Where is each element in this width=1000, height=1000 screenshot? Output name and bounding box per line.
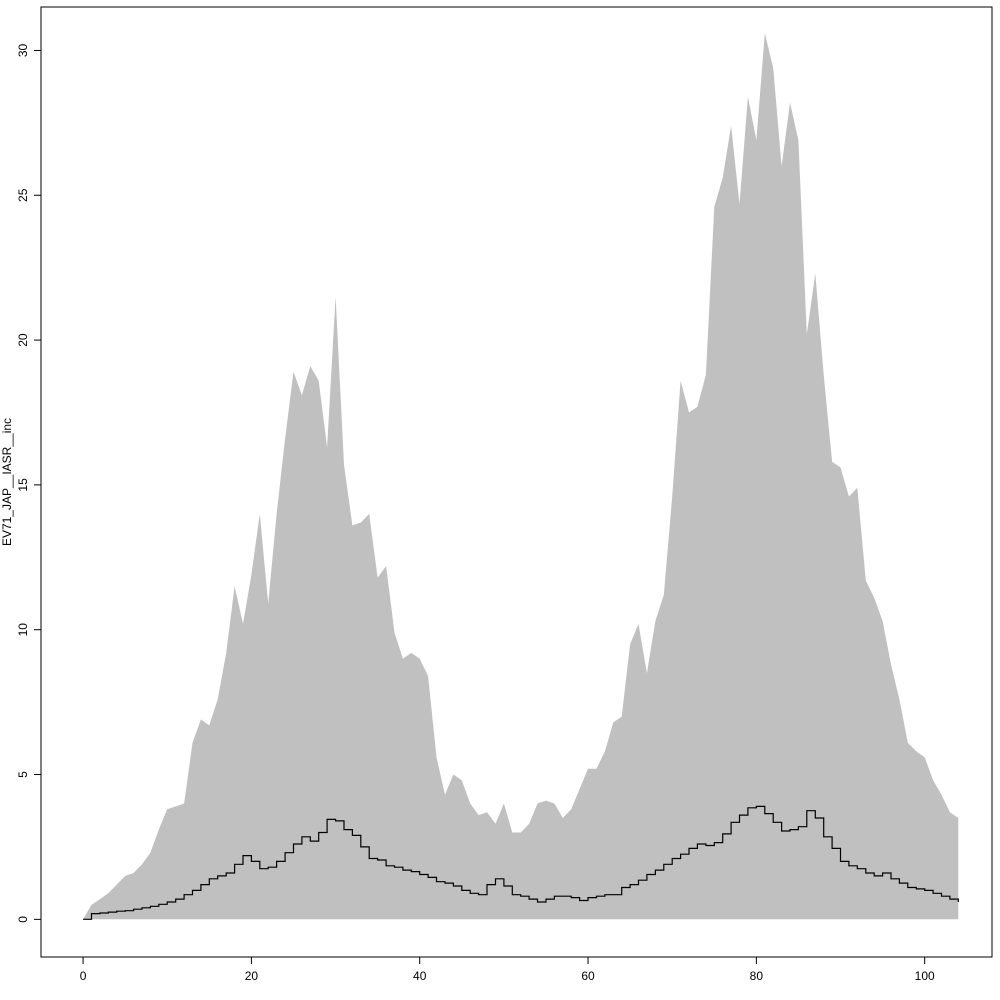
x-tick-label-40: 40 [413,969,427,983]
x-tick-label-80: 80 [750,969,764,983]
x-tick-label-20: 20 [245,969,259,983]
y-tick-label-20: 20 [16,333,30,347]
y-tick-label-0: 0 [16,916,30,923]
y-tick-label-15: 15 [16,478,30,492]
y-tick-label-10: 10 [16,623,30,637]
y-axis: 0 5 10 15 20 25 30 [16,43,42,923]
band-layer [83,33,959,920]
x-axis: 0 20 40 60 80 100 [80,956,935,983]
y-tick-label-5: 5 [16,771,30,778]
series-line-0 [83,805,959,920]
x-tick-label-60: 60 [581,969,595,983]
band-area [83,33,959,920]
x-tick-label-0: 0 [80,969,87,983]
x-tick-label-100: 100 [915,969,935,983]
y-axis-title: EV71_JAP__IASR__inc [0,418,14,546]
y-tick-label-25: 25 [16,188,30,202]
line-layer [83,805,959,920]
y-tick-label-30: 30 [16,43,30,57]
